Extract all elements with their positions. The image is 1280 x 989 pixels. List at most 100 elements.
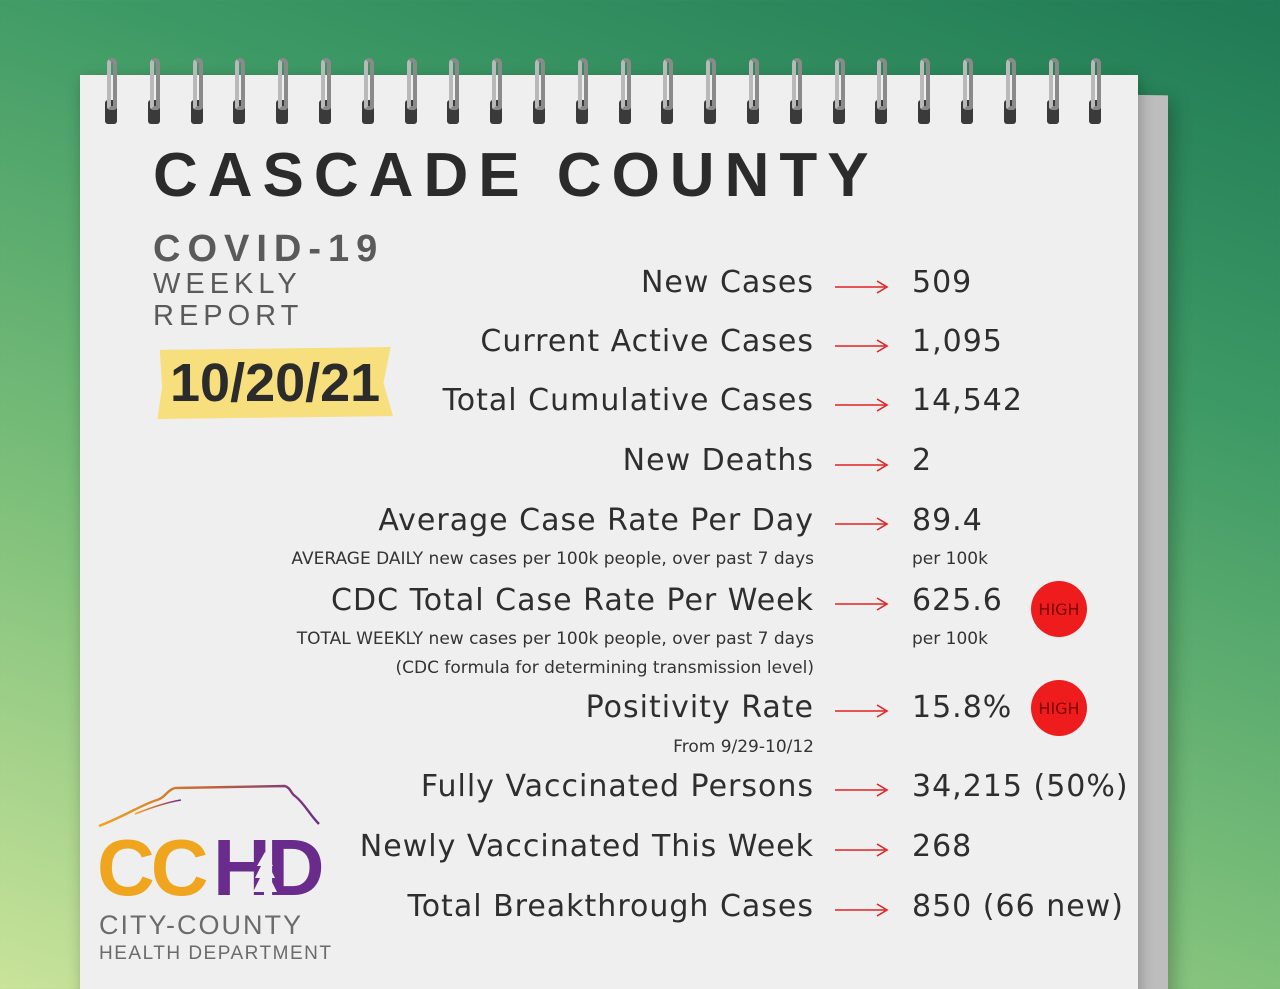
arrow-icon [835, 280, 889, 294]
arrow-icon [835, 903, 889, 917]
high-level-badge: HIGH [1031, 680, 1087, 736]
logo-city-county: CITY-COUNTY [99, 910, 304, 940]
county-title: CASCADE COUNTY [153, 141, 879, 210]
arrow-icon [835, 843, 889, 857]
logo-letters-cc: CC [97, 823, 209, 912]
binding-coil [877, 58, 888, 110]
binding-coil [663, 58, 674, 110]
binding-coil [1091, 58, 1102, 110]
stat-label-active-cases: Current Active Cases [480, 324, 814, 359]
arrow-icon [835, 783, 889, 797]
binding-coil [1048, 58, 1059, 110]
stat-value-new-deaths: 2 [912, 443, 933, 478]
stat-note-avg-case-rate: AVERAGE DAILY new cases per 100k people,… [291, 549, 814, 569]
stat-label-newly-vaccinated: Newly Vaccinated This Week [359, 829, 814, 864]
binding-coil [620, 58, 631, 110]
binding-ring [275, 58, 289, 126]
binding-coil [963, 58, 973, 110]
binding-coil [235, 58, 246, 110]
stat-value-breakthrough-cases: 850 (66 new) [912, 889, 1124, 924]
binding-ring [789, 58, 803, 126]
logo-health-department: HEALTH DEPARTMENT [99, 943, 333, 964]
binding-ring [318, 58, 332, 126]
binding-ring [404, 58, 418, 126]
binding-ring [532, 58, 546, 126]
stat-value-cumulative-cases: 14,542 [912, 383, 1023, 418]
date-highlight [157, 347, 393, 419]
mountain-icon [98, 784, 320, 828]
stat-label-positivity-rate: Positivity Rate [585, 690, 814, 725]
cchd-logo: CC HD CITY-COUNTY HEALTH DEPARTMENT [95, 780, 335, 970]
stat-value-avg-case-rate: 89.4 [912, 503, 983, 538]
binding-coil [449, 58, 460, 110]
stat-label-breakthrough-cases: Total Breakthrough Cases [407, 889, 814, 924]
report-date: 10/20/21 [170, 353, 381, 413]
stat-value-cdc-case-rate: 625.6 [912, 583, 1003, 618]
binding-coil [535, 58, 545, 110]
binding-ring [960, 58, 974, 126]
high-level-badge: HIGH [1031, 581, 1087, 637]
binding-ring [361, 58, 375, 126]
covid-heading: COVID-19 [153, 228, 385, 270]
binding-coil [278, 58, 289, 110]
tree-icon [253, 852, 277, 908]
binding-coil [363, 58, 374, 110]
binding-coil [492, 58, 503, 110]
binding-ring [190, 58, 204, 126]
binding-coil [920, 58, 931, 110]
binding-ring [489, 58, 503, 126]
binding-coil [192, 58, 203, 110]
stat-label-avg-case-rate: Average Case Rate Per Day [378, 503, 814, 538]
binding-coil [321, 58, 331, 110]
report-label: REPORT [153, 300, 304, 332]
stat-label-cumulative-cases: Total Cumulative Cases [442, 383, 814, 418]
binding-ring [746, 58, 760, 126]
binding-ring [660, 58, 674, 126]
binding-coil [791, 58, 802, 110]
stat-value-active-cases: 1,095 [912, 324, 1003, 359]
stat-note-positivity-period: From 9/29-10/12 [673, 737, 814, 757]
binding-coil [406, 58, 417, 110]
binding-ring [1088, 58, 1102, 126]
binding-ring [618, 58, 632, 126]
binding-ring [874, 58, 888, 126]
stat-note-cdc-case-rate: TOTAL WEEKLY new cases per 100k people, … [296, 629, 814, 649]
arrow-icon [835, 704, 889, 718]
binding-ring [232, 58, 246, 126]
binding-coil [834, 58, 845, 110]
binding-ring [1003, 58, 1017, 126]
binding-ring [703, 58, 717, 126]
binding-ring [832, 58, 846, 126]
stat-label-new-deaths: New Deaths [622, 443, 814, 478]
binding-ring [104, 58, 118, 126]
binding-ring [575, 58, 589, 126]
binding-coil [107, 58, 117, 110]
stat-unit-cdc-case-rate: per 100k [912, 629, 988, 649]
arrow-icon [835, 339, 889, 353]
stat-label-cdc-case-rate: CDC Total Case Rate Per Week [331, 583, 814, 618]
binding-coil [749, 58, 759, 110]
binding-ring [917, 58, 931, 126]
binding-coil [577, 58, 588, 110]
binding-coil [149, 58, 160, 110]
arrow-icon [835, 458, 889, 472]
stat-note-cdc-formula: (CDC formula for determining transmissio… [395, 658, 814, 678]
stat-value-newly-vaccinated: 268 [912, 829, 973, 864]
binding-ring [446, 58, 460, 126]
stat-label-fully-vaccinated: Fully Vaccinated Persons [420, 769, 814, 804]
arrow-icon [835, 398, 889, 412]
binding-ring [147, 58, 161, 126]
stat-value-positivity-rate: 15.8% [912, 690, 1013, 725]
binding-ring [1046, 58, 1060, 126]
stat-value-fully-vaccinated: 34,215 (50%) [912, 769, 1129, 804]
arrow-icon [835, 597, 889, 611]
stat-label-new-cases: New Cases [640, 265, 814, 300]
arrow-icon [835, 517, 889, 531]
spiral-binding [104, 58, 1114, 128]
binding-coil [706, 58, 717, 110]
stat-value-new-cases: 509 [912, 265, 973, 300]
binding-coil [1005, 58, 1016, 110]
stat-unit-avg-case-rate: per 100k [912, 549, 988, 569]
weekly-label: WEEKLY [153, 268, 302, 300]
notepad-page [80, 75, 1138, 989]
